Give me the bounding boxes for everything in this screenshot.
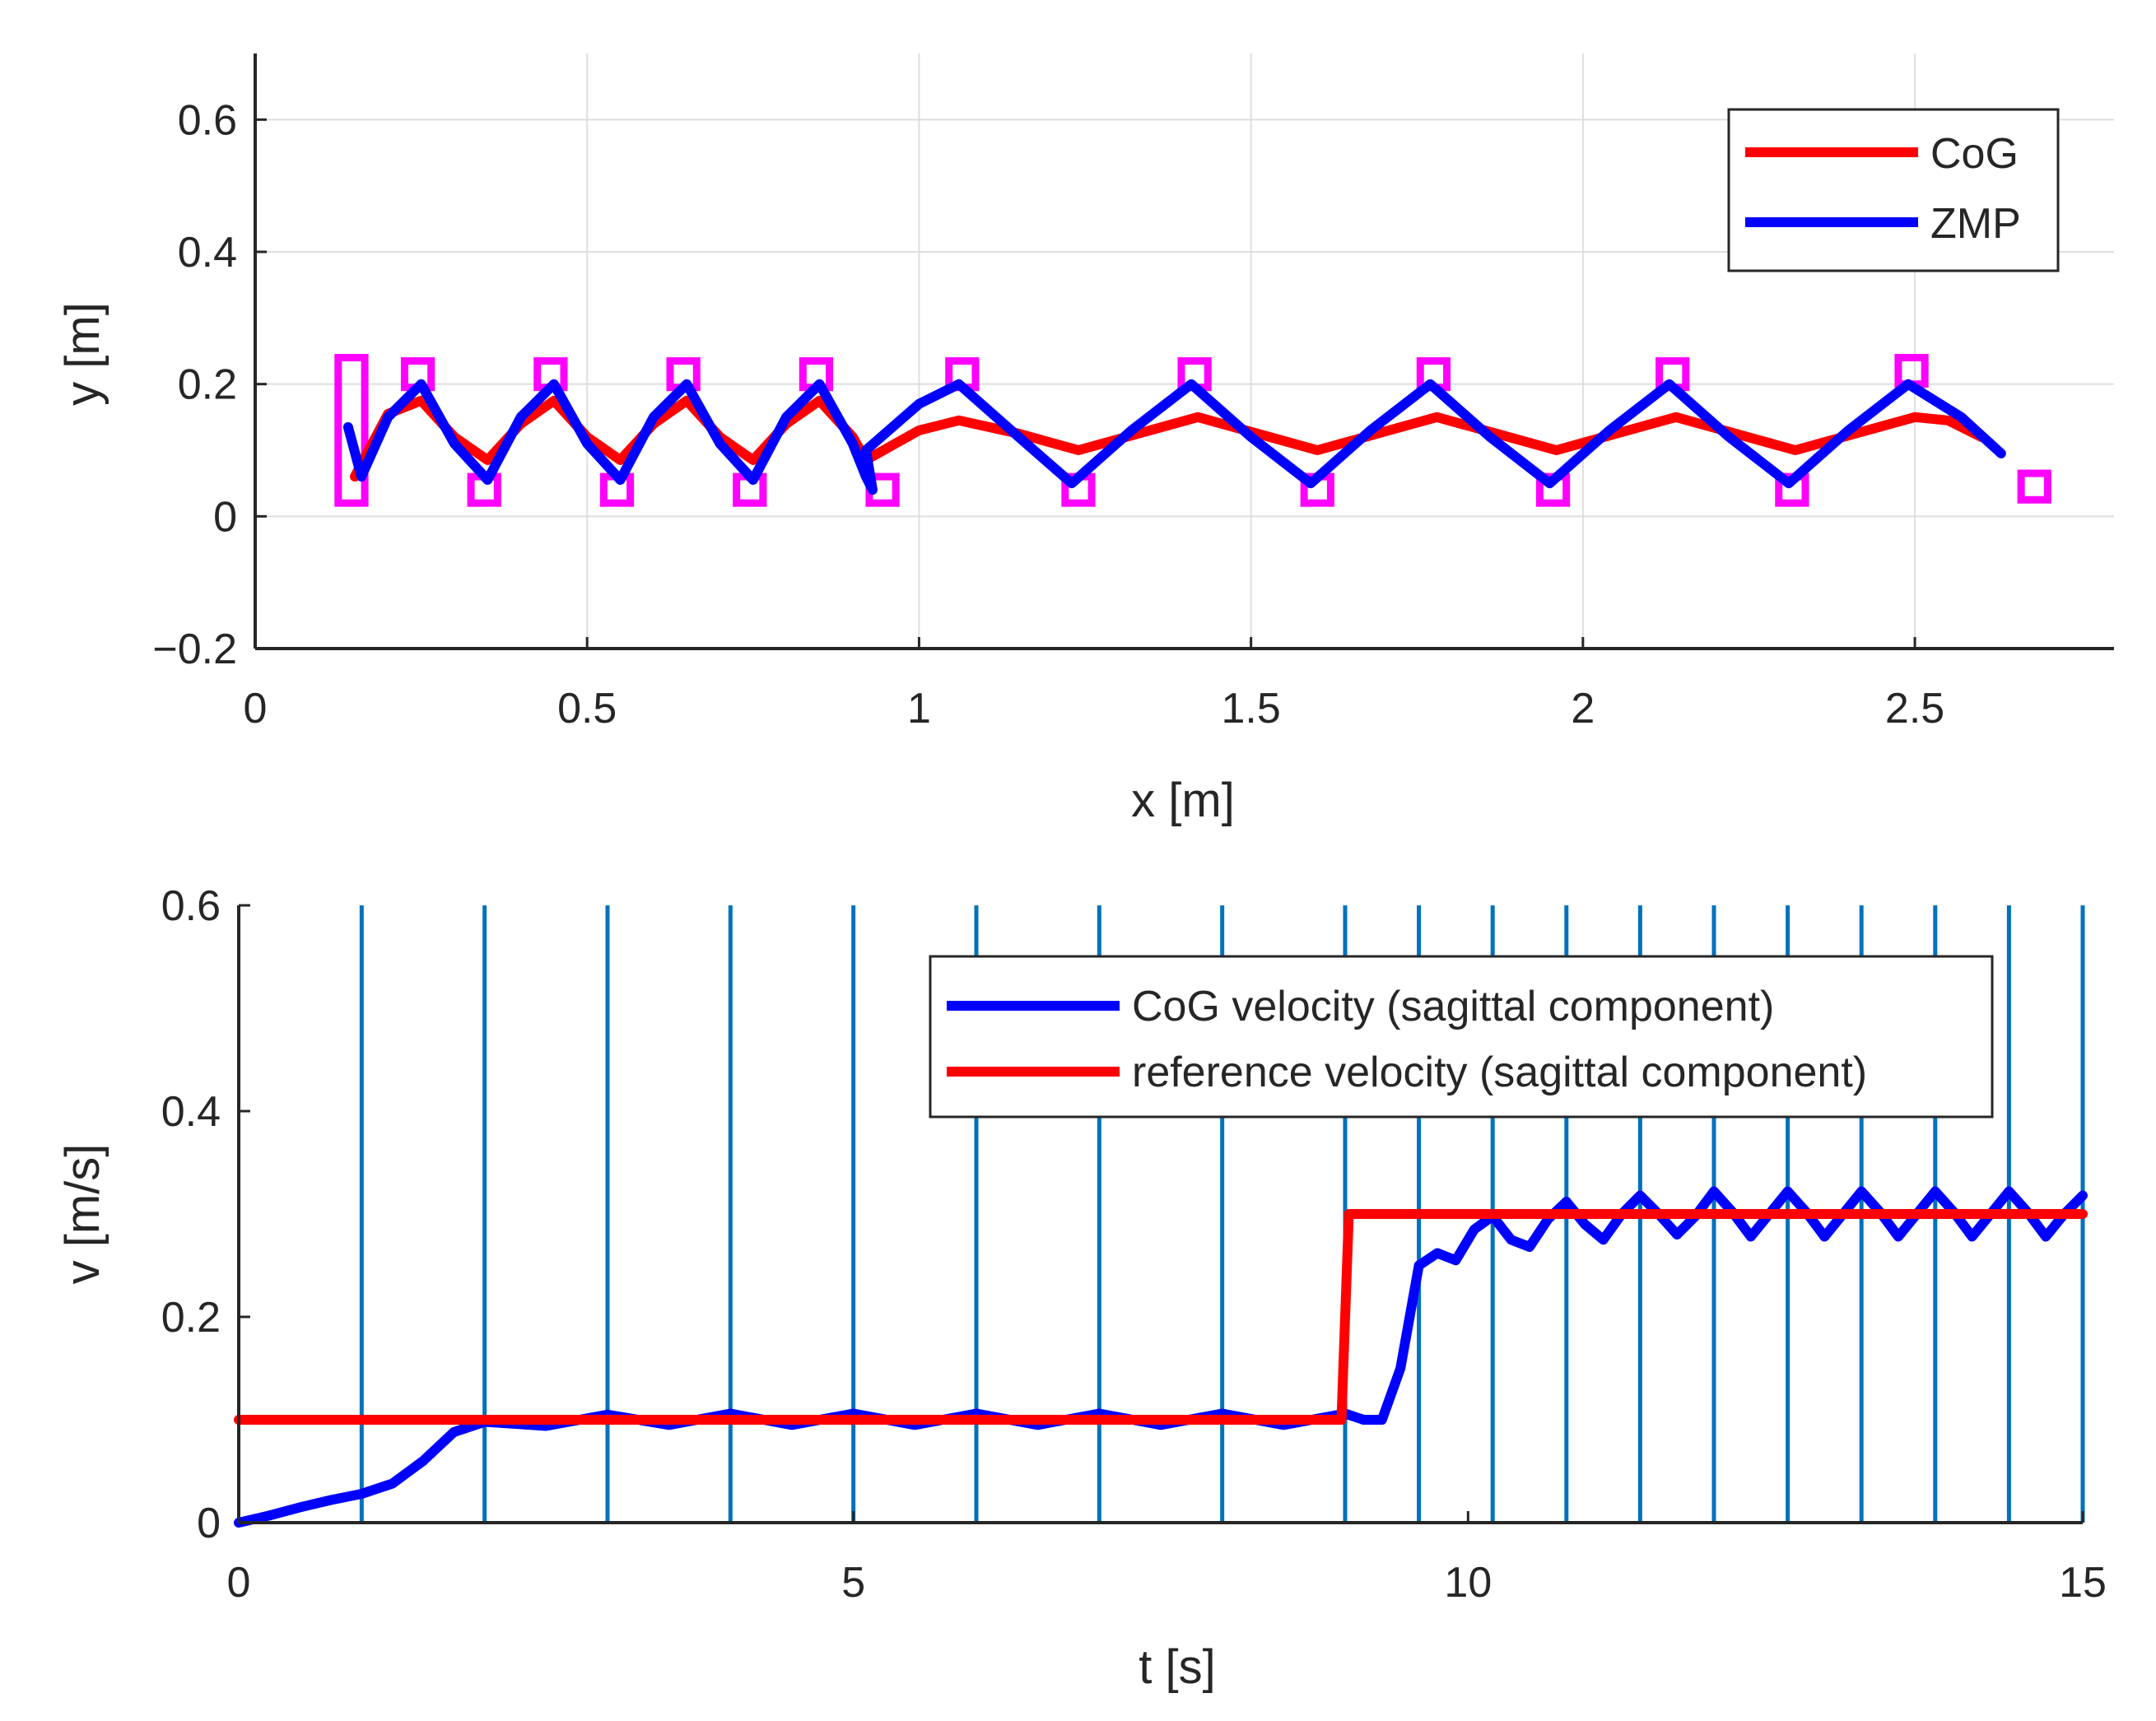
trajectory-legend: CoG ZMP (1727, 108, 2060, 272)
trajectory-x-tick-label: 1.5 (1221, 685, 1280, 733)
trajectory-y-axis-label: y [m] (56, 302, 109, 406)
footstep-marker (334, 354, 369, 507)
reference-velocity-line (234, 1209, 2088, 1425)
velocity-y-tick-label: 0.4 (161, 1088, 221, 1136)
trajectory-y-tick-label: 0 (213, 493, 237, 541)
velocity-x-axis-label: t [s] (1139, 1640, 1215, 1694)
trajectory-x-tick-label: 2 (1571, 685, 1595, 733)
cog-velocity-line (234, 1186, 2088, 1528)
velocity-series (234, 1186, 2088, 1528)
trajectory-x-tick-label: 1 (907, 685, 931, 733)
trajectory-plot: 0 0.5 1 1.5 2 2.5−0.200.20.40.6 x [m] y [m] C… (56, 53, 2114, 827)
trajectory-y-tick-label: 0.2 (178, 361, 237, 409)
trajectory-series (342, 379, 2006, 495)
cog-trajectory-line (350, 395, 1986, 482)
velocity-y-tick-label: 0 (197, 1500, 221, 1547)
velocity-y-tick-label: 0.2 (161, 1294, 221, 1342)
footstep-marker (2017, 469, 2051, 504)
trajectory-x-tick-label: 0 (244, 685, 268, 733)
zmp-trajectory-line (342, 379, 2006, 495)
legend-label-reference-velocity: reference velocity (sagittal component) (1132, 1049, 1867, 1096)
velocity-x-tick-label: 5 (841, 1559, 865, 1607)
trajectory-y-tick-label: 0.6 (178, 96, 237, 144)
velocity-x-tick-label: 10 (1444, 1559, 1492, 1607)
velocity-x-tick-label: 0 (227, 1559, 251, 1607)
legend-label-cog: CoG (1930, 130, 2019, 178)
legend-label-zmp: ZMP (1930, 200, 2021, 248)
legend-label-cog-velocity: CoG velocity (sagittal component) (1132, 983, 1774, 1030)
velocity-plot: 0 5 10 15 0 0.2 0.4 0.6 t [s] v [m/s] CoG veloc… (56, 882, 2107, 1694)
trajectory-y-tick-label: 0.4 (178, 229, 237, 277)
velocity-x-tick-label: 15 (2059, 1559, 2107, 1607)
velocity-tick-labels: 0 5 10 15 0 0.2 0.4 0.6 (161, 882, 2107, 1607)
velocity-axes (237, 904, 2084, 1524)
trajectory-x-tick-label: 0.5 (557, 685, 617, 733)
velocity-legend-box (929, 955, 1994, 1119)
footstep-marker (1894, 354, 1929, 388)
velocity-legend: CoG velocity (sagittal component) refere… (929, 955, 1994, 1119)
trajectory-tick-labels: 0 0.5 1 1.5 2 2.5−0.200.20.40.6 (152, 96, 1944, 733)
velocity-y-tick-label: 0.6 (161, 882, 221, 930)
trajectory-y-tick-label: −0.2 (152, 626, 237, 673)
trajectory-legend-box (1727, 108, 2060, 272)
trajectory-axes (254, 53, 2114, 650)
velocity-y-axis-label: v [m/s] (56, 1144, 109, 1285)
trajectory-x-tick-label: 2.5 (1885, 685, 1944, 733)
trajectory-x-axis-label: x [m] (1131, 774, 1235, 827)
